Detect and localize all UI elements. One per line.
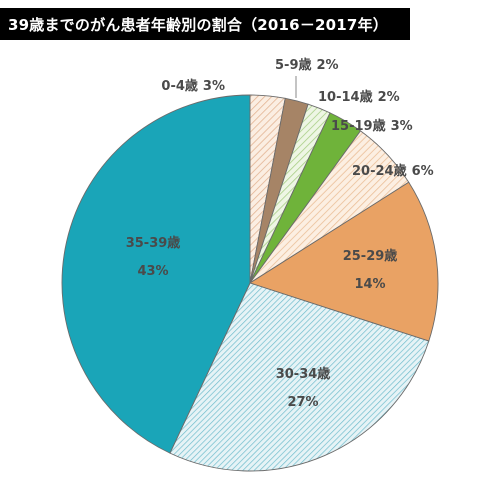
slice-label-name: 0-4歳 bbox=[161, 78, 198, 94]
slice-label-percent: 27% bbox=[287, 395, 318, 410]
slice-label: 0-4歳 3% bbox=[161, 78, 225, 94]
slice-label-name: 15-19歳 bbox=[331, 118, 386, 134]
slice-label-name: 30-34歳 bbox=[276, 366, 331, 382]
slice-label: 20-24歳 6% bbox=[352, 163, 434, 179]
slice-label-percent: 2% bbox=[317, 58, 339, 73]
slice-label-name: 20-24歳 bbox=[352, 163, 407, 179]
slice-label-percent: 3% bbox=[391, 119, 413, 134]
pie-slice-35-39歳 bbox=[61, 94, 251, 454]
slice-label-name: 10-14歳 bbox=[318, 89, 373, 105]
slice-label: 15-19歳 3% bbox=[331, 118, 413, 134]
slice-label-name: 35-39歳 bbox=[126, 235, 181, 251]
pie-slice-30-34歳 bbox=[169, 282, 430, 472]
slice-label-percent: 6% bbox=[412, 164, 434, 179]
slice-label-name: 5-9歳 bbox=[275, 57, 312, 73]
slice-label-percent: 14% bbox=[354, 277, 385, 292]
chart-title-bar: 39歳までのがん患者年齢別の割合（2016－2017年） bbox=[0, 8, 410, 40]
chart-title: 39歳までのがん患者年齢別の割合（2016－2017年） bbox=[8, 15, 388, 34]
slice-label-percent: 43% bbox=[137, 264, 168, 279]
pie-slice-25-29歳 bbox=[248, 181, 439, 342]
slice-label-percent: 2% bbox=[378, 90, 400, 105]
slice-label-name: 25-29歳 bbox=[343, 248, 398, 264]
slice-label-percent: 3% bbox=[203, 79, 225, 94]
slice-label: 5-9歳 2% bbox=[275, 57, 339, 73]
slice-label: 10-14歳 2% bbox=[318, 89, 400, 105]
